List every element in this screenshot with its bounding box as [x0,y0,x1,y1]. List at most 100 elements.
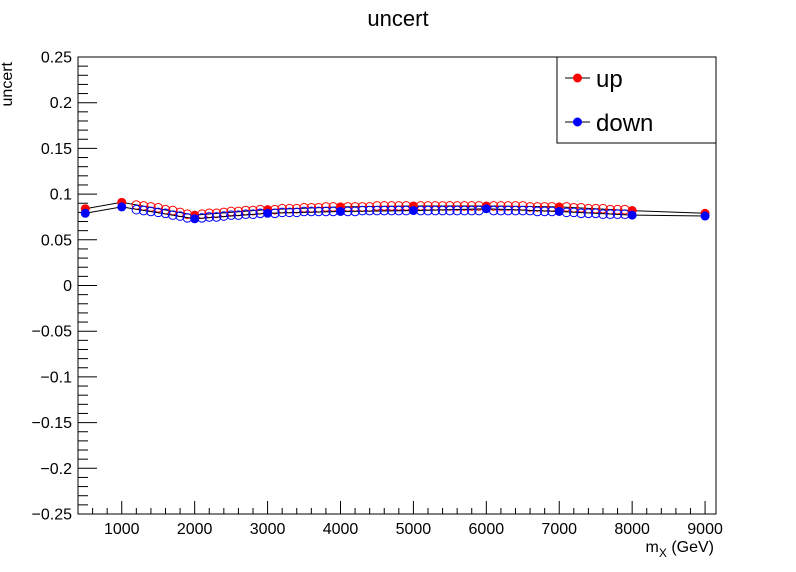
y-tick-label: 0.2 [50,95,72,112]
open-point-down [605,209,616,220]
open-point-down [466,205,477,216]
data-point-down [263,208,273,218]
data-point-down [335,206,345,216]
open-point-down [583,208,594,219]
open-point-down [598,209,608,220]
y-tick-labels: −0.25 −0.2 −0.15 −0.1 −0.05 0 0.05 0.1 0.15 0.2 0.… [32,50,73,524]
legend: up down [556,56,717,144]
open-point-down [240,209,251,220]
open-point-down [364,205,375,216]
open-point-down [386,205,397,216]
y-tick-label: −0.1 [40,369,72,386]
open-point-down [496,205,506,216]
legend-label-down: down [596,110,653,137]
data-point-down [408,206,418,216]
y-tick-label: 0.15 [41,141,72,158]
open-point-down [277,207,287,218]
series-line-down [85,206,706,220]
open-point-down [612,209,623,220]
x-axis-title: mX (GeV) [646,539,714,560]
open-point-down [503,205,513,216]
x-tick-label: 5000 [396,521,432,538]
open-point-down [372,205,382,216]
open-point-up [452,201,462,211]
open-point-up [321,202,331,212]
open-point-down [532,206,543,217]
y-tick-label: −0.2 [40,461,72,478]
x-tick-label: 1000 [104,521,140,538]
open-point-down [219,211,229,221]
x-axis-title-subscript: X [659,546,667,560]
open-point-down [459,205,470,216]
open-point-down [175,211,185,221]
legend-box [556,56,717,144]
open-point-down [313,206,324,217]
open-point-down [379,205,390,216]
data-point-down [190,214,200,224]
open-point-down [452,205,462,216]
data-point-down [481,204,491,214]
open-point-down [423,205,433,216]
open-point-down [131,204,142,215]
data-point-down [700,211,710,221]
x-tick-label: 2000 [177,521,213,538]
open-point-up [459,201,470,211]
open-point-down [510,205,521,216]
data-point-down [117,202,127,212]
open-point-down [146,206,156,217]
data-point-down [627,210,637,220]
open-point-down [306,206,317,217]
open-point-up [496,201,506,211]
y-tick-label: −0.05 [32,324,73,341]
open-point-down [525,205,535,216]
open-point-down [321,206,331,217]
open-point-down [357,205,368,216]
open-point-down [160,208,171,219]
open-point-down [153,207,164,218]
x-tick-labels: 1000 2000 3000 4000 5000 6000 7000 8000 9000 [104,521,723,538]
y-tick-label: 0.1 [50,187,72,204]
x-tick-label: 9000 [687,521,723,538]
open-point-up [466,201,477,211]
legend-marker-down [573,117,582,127]
open-point-up [598,203,608,214]
x-tick-label: 3000 [250,521,286,538]
open-point-up [372,201,382,211]
open-point-up [445,201,455,211]
x-tick-label: 7000 [541,521,577,538]
chart-title: uncert [367,6,428,31]
x-tick-label: 8000 [614,521,650,538]
open-point-down [430,205,441,216]
data-point-down [554,206,564,216]
open-point-down [211,212,222,222]
open-point-down [226,210,236,220]
open-point-down [233,210,244,220]
legend-marker-up [573,73,582,83]
x-tick-label: 6000 [469,521,505,538]
open-point-down [517,205,528,216]
open-point-down [539,206,550,217]
open-point-down [569,207,579,218]
y-tick-label: 0.25 [41,50,72,67]
x-axis-title-unit: (GeV) [671,539,714,556]
legend-label-up: up [596,66,623,93]
data-point-down [80,208,90,218]
open-point-down [284,207,295,218]
open-point-up [386,201,397,211]
open-point-up [503,201,513,211]
y-tick-label: −0.25 [32,507,73,524]
series-down [80,202,710,224]
y-axis-title: uncert [0,61,16,106]
open-point-down [299,206,309,217]
open-point-down [204,212,215,222]
open-point-down [576,208,586,219]
open-point-down [138,205,149,216]
open-point-down [437,205,448,216]
x-axis-title-main: m [646,539,659,556]
y-tick-label: 0 [63,278,72,295]
y-tick-label: 0.05 [41,232,72,249]
open-point-down [167,210,178,220]
series-layer [80,197,710,224]
open-point-down [394,205,404,216]
